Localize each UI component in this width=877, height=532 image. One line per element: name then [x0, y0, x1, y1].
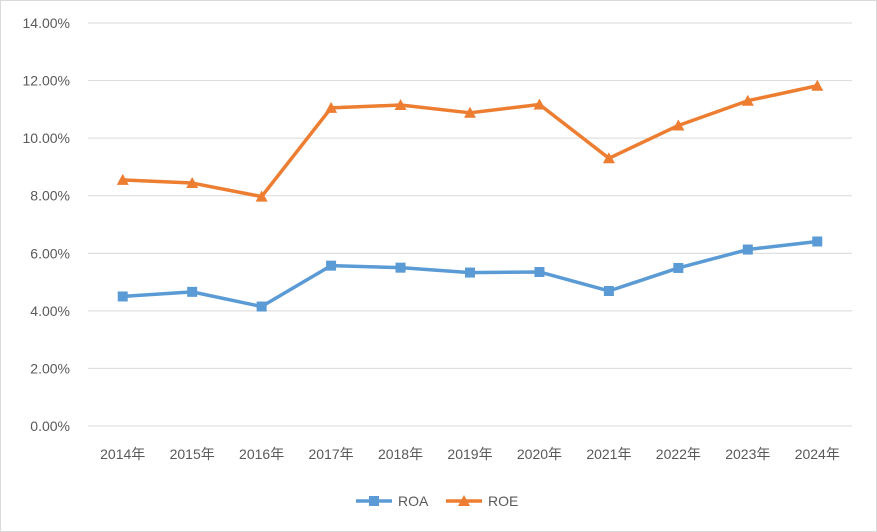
- roa-point: [326, 260, 337, 271]
- roa-point: [812, 236, 823, 247]
- x-tick-label: 2019年: [447, 446, 492, 462]
- roa-point: [603, 285, 614, 296]
- roa-point: [187, 286, 198, 297]
- y-tick-label: 10.00%: [23, 130, 70, 146]
- series-roe: [116, 79, 824, 202]
- legend-item-roe: ROE: [446, 493, 518, 509]
- x-tick-label: 2020年: [517, 446, 562, 462]
- gridlines: [88, 22, 852, 427]
- roe-point: [325, 101, 338, 113]
- y-tick-label: 8.00%: [30, 188, 70, 204]
- y-tick-label: 0.00%: [30, 418, 70, 434]
- y-tick-label: 6.00%: [30, 245, 70, 261]
- y-tick-label: 12.00%: [23, 73, 70, 89]
- roe-point: [602, 152, 615, 164]
- roe-point: [186, 177, 199, 189]
- legend-marker: [458, 495, 470, 506]
- series-lines: [116, 79, 824, 312]
- x-tick-label: 2014年: [100, 446, 145, 462]
- roa-point: [395, 262, 406, 273]
- x-tick-label: 2015年: [170, 446, 215, 462]
- roe-point: [741, 94, 754, 106]
- x-tick-label: 2018年: [378, 446, 423, 462]
- roe-point: [811, 79, 824, 91]
- x-tick-label: 2024年: [795, 446, 840, 462]
- y-tick-label: 4.00%: [30, 303, 70, 319]
- roe-point: [464, 106, 476, 118]
- x-tick-label: 2017年: [309, 446, 354, 462]
- legend-label: ROE: [488, 493, 518, 509]
- y-axis-tick-labels: 0.00% 2.00% 4.00% 6.00% 8.00% 10.00% 12.00% 14.…: [23, 15, 70, 434]
- roe-point: [255, 190, 268, 202]
- roe-point: [394, 99, 407, 111]
- roe-point: [116, 173, 129, 185]
- roe-point: [533, 98, 546, 110]
- x-tick-label: 2022年: [656, 446, 701, 462]
- x-tick-label: 2023年: [725, 446, 770, 462]
- roa-point: [673, 262, 684, 273]
- series-roa: [117, 236, 823, 312]
- legend-label: ROA: [398, 493, 429, 509]
- roa-point: [534, 266, 545, 277]
- y-tick-label: 14.00%: [23, 15, 70, 31]
- legend-marker: [369, 496, 379, 506]
- roa-point: [117, 291, 128, 302]
- roa-point: [465, 267, 475, 278]
- roe-point: [672, 119, 685, 131]
- x-axis-tick-labels: 2014年 2015年 2016年 2017年 2018年 2019年 2020年 2021年…: [100, 446, 840, 462]
- roe-line: [122, 84, 818, 199]
- legend: ROA ROE: [356, 493, 518, 509]
- legend-item-roa: ROA: [356, 493, 429, 509]
- y-tick-label: 2.00%: [30, 360, 70, 376]
- x-tick-label: 2021年: [586, 446, 631, 462]
- x-tick-label: 2016年: [239, 446, 284, 462]
- roa-point: [742, 244, 753, 255]
- roa-point: [256, 301, 267, 312]
